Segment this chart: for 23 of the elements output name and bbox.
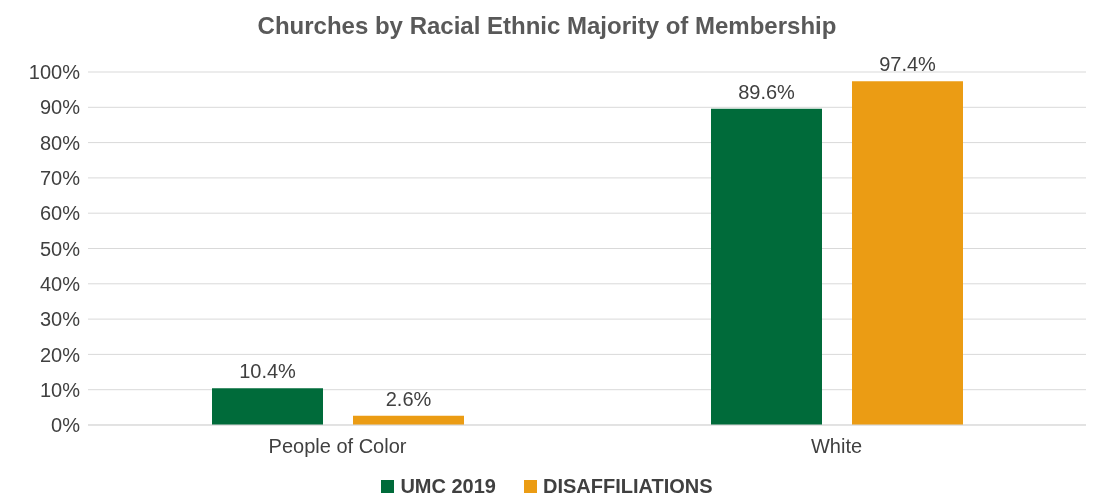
bar (711, 108, 822, 425)
y-tick-label: 10% (39, 378, 81, 401)
y-tick-label: 100% (28, 61, 81, 84)
data-label: 89.6% (738, 80, 796, 103)
y-tick-label: 20% (39, 343, 81, 366)
y-tick-label: 90% (39, 96, 81, 119)
y-tick-label: 30% (39, 308, 81, 331)
x-tick-label: People of Color (268, 435, 407, 458)
bar (852, 81, 963, 425)
y-tick-label: 40% (39, 272, 81, 295)
data-label: 97.4% (879, 53, 937, 76)
y-tick-label: 80% (39, 131, 81, 154)
x-tick-label: White (810, 435, 863, 458)
y-tick-label: 60% (39, 202, 81, 225)
y-tick-label: 50% (39, 237, 81, 260)
data-label: 10.4% (239, 360, 297, 383)
legend-label: UMC 2019 (399, 475, 496, 498)
data-label: 2.6% (385, 387, 432, 410)
y-tick-label: 70% (39, 167, 81, 189)
bar (212, 388, 323, 425)
legend-label: DISAFFILIATIONS (542, 475, 713, 498)
y-tick-label: 0% (51, 414, 81, 437)
chart-title: Churches by Racial Ethnic Majority of Membership (256, 11, 838, 41)
